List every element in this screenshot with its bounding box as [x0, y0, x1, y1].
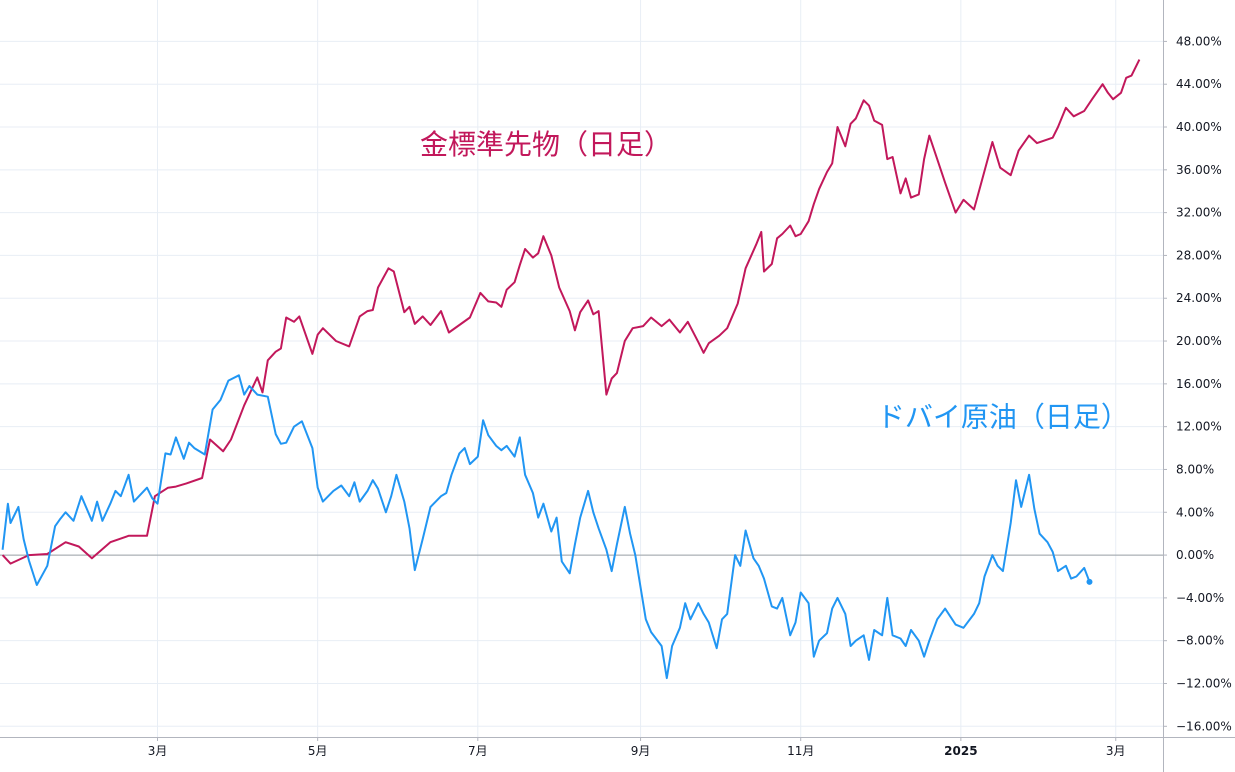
- y-tick-label: 16.00%: [1176, 377, 1222, 391]
- series-annotation-2: ドバイ原油（日足）: [877, 401, 1129, 434]
- x-tick-label: 5月: [308, 744, 328, 758]
- y-tick-label: 48.00%: [1176, 34, 1222, 48]
- y-tick-label: 12.00%: [1176, 420, 1222, 434]
- y-tick-label: 4.00%: [1176, 505, 1214, 519]
- y-tick-label: 0.00%: [1176, 548, 1214, 562]
- y-tick-label: 8.00%: [1176, 462, 1214, 476]
- x-tick-label: 3月: [148, 744, 168, 758]
- y-tick-label: 36.00%: [1176, 163, 1222, 177]
- series-annotation-1: 金標準先物（日足）: [420, 128, 672, 161]
- y-tick-label: 32.00%: [1176, 206, 1222, 220]
- series-line-2: [1, 374, 1091, 680]
- y-tick-label: 44.00%: [1176, 77, 1222, 91]
- y-tick-label: −16.00%: [1176, 719, 1232, 733]
- y-tick-label: 20.00%: [1176, 334, 1222, 348]
- series-line-1: [1, 59, 1141, 565]
- y-tick-label: 24.00%: [1176, 291, 1222, 305]
- series-annotations: 金標準先物（日足） ドバイ原油（日足）: [420, 128, 1129, 434]
- y-tick-label: −12.00%: [1176, 676, 1232, 690]
- y-tick-label: −8.00%: [1176, 634, 1224, 648]
- x-tick-label: 2025: [944, 744, 977, 758]
- series-lines: [1, 59, 1141, 680]
- x-tick-label: 7月: [468, 744, 488, 758]
- y-tick-label: 28.00%: [1176, 248, 1222, 262]
- grid-lines: [0, 0, 1163, 737]
- y-tick-label: 40.00%: [1176, 120, 1222, 134]
- x-tick-label: 3月: [1106, 744, 1126, 758]
- y-tick-label: −4.00%: [1176, 591, 1224, 605]
- x-tick-label: 11月: [787, 744, 814, 758]
- series-end-marker: [1086, 578, 1093, 585]
- x-tick-label: 9月: [631, 744, 651, 758]
